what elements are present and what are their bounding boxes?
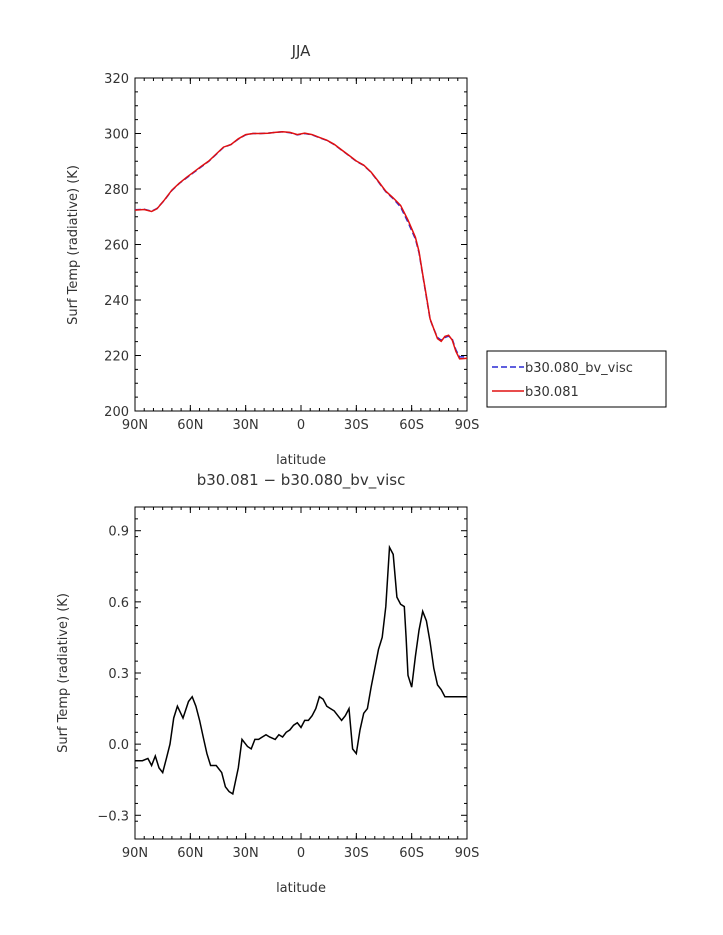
y-tick-label: 300 bbox=[104, 128, 129, 143]
top-x-axis-label: latitude bbox=[276, 453, 326, 468]
bottom-chart: b30.081 − b30.080_bv_visc 90N 60N 30N 0 30S 6… bbox=[56, 471, 479, 896]
series-line-1 bbox=[134, 131, 468, 360]
x-tick-label: 90N bbox=[122, 846, 148, 861]
y-tick-label: 200 bbox=[104, 405, 129, 420]
bottom-series-lines bbox=[135, 544, 467, 796]
series-line-0 bbox=[135, 544, 467, 796]
x-tick-label: 90S bbox=[455, 418, 480, 433]
y-tick-label: −0.3 bbox=[97, 809, 129, 824]
y-tick-label: 0.9 bbox=[108, 525, 129, 540]
top-y-ticks: 200 220 240 260 280 300 320 bbox=[104, 72, 467, 420]
x-tick-label: 30S bbox=[344, 846, 369, 861]
top-series-lines bbox=[134, 131, 468, 360]
bottom-y-axis-label: Surf Temp (radiative) (K) bbox=[56, 593, 71, 753]
top-x-ticks: 90N 60N 30N 0 30S 60S 90S bbox=[122, 78, 480, 433]
x-tick-label: 30S bbox=[344, 418, 369, 433]
bottom-y-ticks: −0.3 0.0 0.3 0.6 0.9 bbox=[97, 518, 467, 840]
y-tick-label: 240 bbox=[104, 294, 129, 309]
bottom-chart-title: b30.081 − b30.080_bv_visc bbox=[197, 471, 406, 490]
y-tick-label: 280 bbox=[104, 183, 129, 198]
bottom-x-axis-label: latitude bbox=[276, 881, 326, 896]
x-tick-label: 90N bbox=[122, 418, 148, 433]
bottom-x-ticks: 90N 60N 30N 0 30S 60S 90S bbox=[122, 507, 480, 861]
bottom-plot-frame bbox=[134, 506, 468, 840]
legend-label-b30081: b30.081 bbox=[525, 385, 579, 400]
y-tick-label: 0.6 bbox=[108, 596, 129, 611]
top-chart-title: JJA bbox=[291, 42, 312, 60]
y-tick-label: 220 bbox=[104, 350, 129, 365]
y-tick-label: 0.3 bbox=[108, 667, 129, 682]
legend-box bbox=[486, 350, 667, 408]
x-tick-label: 0 bbox=[297, 418, 305, 433]
y-tick-label: 320 bbox=[104, 72, 129, 87]
x-tick-label: 60N bbox=[177, 418, 203, 433]
x-tick-label: 30N bbox=[233, 846, 259, 861]
y-tick-label: 260 bbox=[104, 239, 129, 254]
x-tick-label: 60S bbox=[399, 846, 424, 861]
y-tick-label: 0.0 bbox=[108, 738, 129, 753]
x-tick-label: 30N bbox=[233, 418, 259, 433]
top-y-axis-label: Surf Temp (radiative) (K) bbox=[66, 165, 81, 325]
x-tick-label: 90S bbox=[455, 846, 480, 861]
x-tick-label: 60N bbox=[177, 846, 203, 861]
x-tick-label: 0 bbox=[297, 846, 305, 861]
x-tick-label: 60S bbox=[399, 418, 424, 433]
top-chart: JJA 90N 60N 30N 0 30S 60S 90S 200 220 240 260 280 3… bbox=[66, 42, 479, 468]
legend-label-bv-visc: b30.080_bv_visc bbox=[525, 361, 633, 376]
legend: b30.080_bv_visc b30.081 bbox=[486, 350, 667, 408]
